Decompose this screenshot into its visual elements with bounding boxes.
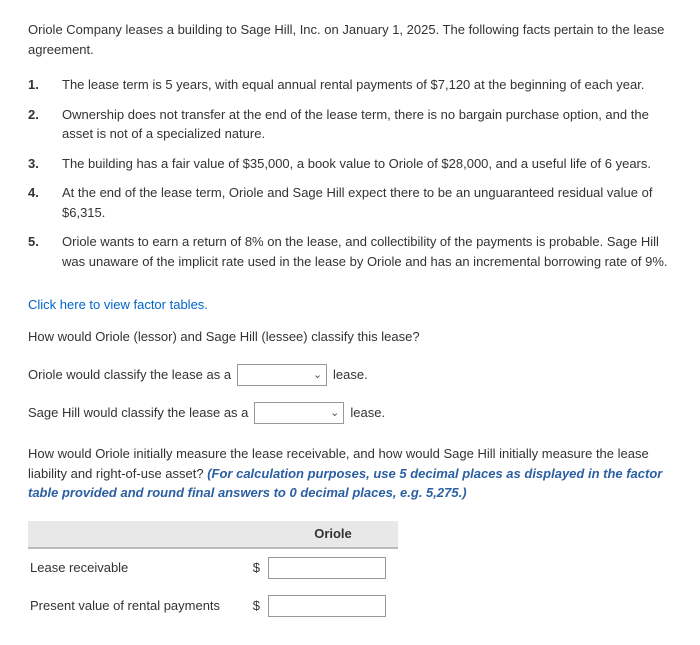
chevron-down-icon: ⌄ bbox=[313, 367, 322, 384]
lease-suffix: lease. bbox=[350, 403, 385, 423]
fact-text: At the end of the lease term, Oriole and… bbox=[62, 183, 672, 222]
fact-number: 3. bbox=[28, 154, 62, 174]
fact-text: The building has a fair value of $35,000… bbox=[62, 154, 672, 174]
facts-list: 1. The lease term is 5 years, with equal… bbox=[28, 75, 672, 271]
lease-suffix: lease. bbox=[333, 365, 368, 385]
fact-text: Ownership does not transfer at the end o… bbox=[62, 105, 672, 144]
sage-lease-type-dropdown[interactable]: ⌄ bbox=[254, 402, 344, 424]
oriole-classify-row: Oriole would classify the lease as a ⌄ l… bbox=[28, 364, 672, 386]
sage-classify-row: Sage Hill would classify the lease as a … bbox=[28, 402, 672, 424]
fact-item: 4. At the end of the lease term, Oriole … bbox=[28, 183, 672, 222]
row-label: Lease receivable bbox=[28, 558, 238, 578]
fact-item: 2. Ownership does not transfer at the en… bbox=[28, 105, 672, 144]
fact-number: 5. bbox=[28, 232, 62, 271]
table-row: Present value of rental payments $ bbox=[28, 587, 672, 625]
fact-item: 5. Oriole wants to earn a return of 8% o… bbox=[28, 232, 672, 271]
row-label: Present value of rental payments bbox=[28, 596, 238, 616]
chevron-down-icon: ⌄ bbox=[330, 405, 339, 422]
oriole-lease-type-dropdown[interactable]: ⌄ bbox=[237, 364, 327, 386]
fact-text: The lease term is 5 years, with equal an… bbox=[62, 75, 672, 95]
fact-number: 4. bbox=[28, 183, 62, 222]
table-header-blank bbox=[238, 521, 268, 549]
dollar-sign: $ bbox=[238, 596, 268, 616]
dollar-sign: $ bbox=[238, 558, 268, 578]
table-header-oriole: Oriole bbox=[268, 521, 398, 549]
question-classify: How would Oriole (lessor) and Sage Hill … bbox=[28, 327, 672, 347]
table-header-row: Oriole bbox=[28, 521, 672, 549]
fact-text: Oriole wants to earn a return of 8% on t… bbox=[62, 232, 672, 271]
table-header-blank bbox=[28, 521, 238, 549]
question-measure: How would Oriole initially measure the l… bbox=[28, 444, 672, 503]
factor-tables-link[interactable]: Click here to view factor tables. bbox=[28, 295, 208, 315]
oriole-classify-label: Oriole would classify the lease as a bbox=[28, 365, 231, 385]
fact-number: 1. bbox=[28, 75, 62, 95]
sage-classify-label: Sage Hill would classify the lease as a bbox=[28, 403, 248, 423]
fact-number: 2. bbox=[28, 105, 62, 144]
fact-item: 3. The building has a fair value of $35,… bbox=[28, 154, 672, 174]
fact-item: 1. The lease term is 5 years, with equal… bbox=[28, 75, 672, 95]
table-row: Lease receivable $ bbox=[28, 549, 672, 587]
lease-receivable-input[interactable] bbox=[268, 557, 386, 579]
intro-text: Oriole Company leases a building to Sage… bbox=[28, 20, 672, 59]
measurement-table: Oriole Lease receivable $ Present value … bbox=[28, 521, 672, 625]
pv-rental-payments-input[interactable] bbox=[268, 595, 386, 617]
